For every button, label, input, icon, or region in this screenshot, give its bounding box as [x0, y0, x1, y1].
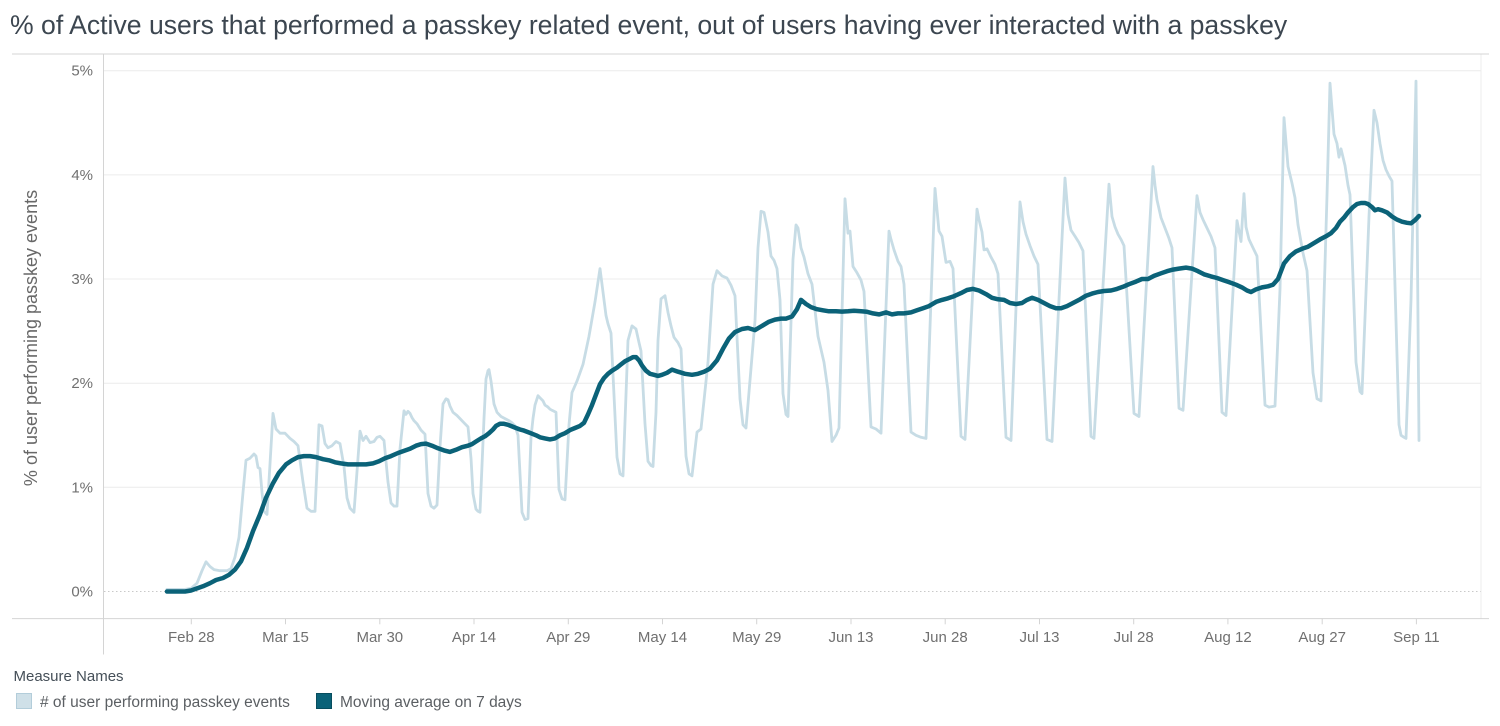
svg-text:0%: 0% [71, 584, 93, 601]
svg-text:Apr 29: Apr 29 [546, 629, 590, 646]
svg-text:Apr 14: Apr 14 [452, 629, 496, 646]
svg-text:% of user performing passkey e: % of user performing passkey events [21, 190, 41, 486]
svg-text:Jun 28: Jun 28 [923, 629, 968, 646]
svg-text:Mar 30: Mar 30 [356, 629, 403, 646]
svg-text:2%: 2% [71, 375, 93, 392]
svg-text:Feb 28: Feb 28 [168, 629, 215, 646]
svg-text:Jul 13: Jul 13 [1019, 629, 1059, 646]
svg-text:Moving average on 7 days: Moving average on 7 days [340, 694, 522, 711]
svg-text:5%: 5% [71, 63, 93, 80]
svg-text:3%: 3% [71, 271, 93, 288]
svg-text:May 29: May 29 [732, 629, 781, 646]
svg-text:Sep 11: Sep 11 [1393, 629, 1439, 646]
svg-text:Mar 15: Mar 15 [262, 629, 309, 646]
svg-text:Aug 27: Aug 27 [1298, 629, 1346, 646]
svg-text:Measure Names: Measure Names [14, 668, 124, 685]
svg-text:Jun 13: Jun 13 [828, 629, 873, 646]
svg-text:% of Active users that perform: % of Active users that performed a passk… [10, 10, 1288, 40]
svg-text:# of user performing passkey e: # of user performing passkey events [40, 694, 290, 711]
svg-text:1%: 1% [71, 479, 93, 496]
svg-text:Aug 12: Aug 12 [1204, 629, 1252, 646]
svg-text:Jul 28: Jul 28 [1114, 629, 1154, 646]
svg-text:May 14: May 14 [638, 629, 687, 646]
svg-text:4%: 4% [71, 167, 93, 184]
